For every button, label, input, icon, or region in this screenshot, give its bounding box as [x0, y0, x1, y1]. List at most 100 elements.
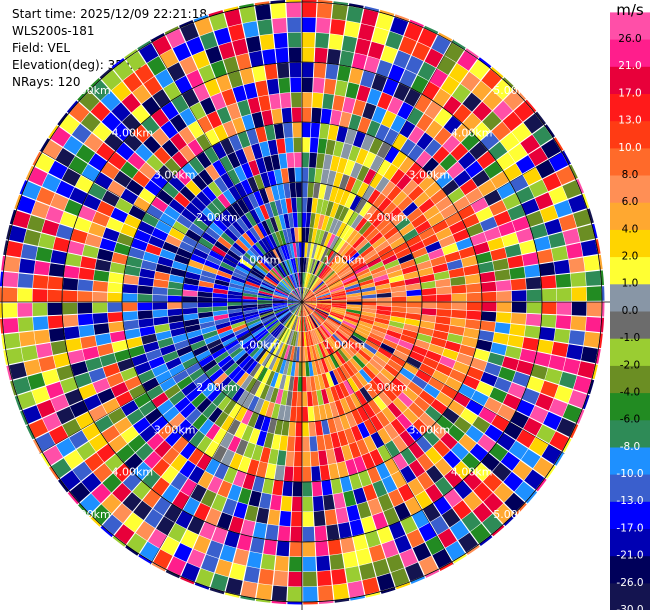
- velocity-cell: [541, 138, 561, 159]
- velocity-cell: [293, 466, 302, 482]
- velocity-cell: [146, 385, 164, 400]
- velocity-cell: [32, 274, 49, 289]
- velocity-cell: [258, 350, 270, 365]
- velocity-cell: [208, 250, 224, 262]
- velocity-cell: [133, 500, 153, 520]
- velocity-cell: [259, 311, 274, 318]
- velocity-cell: [142, 469, 161, 489]
- velocity-cell: [319, 123, 330, 139]
- velocity-cell: [212, 293, 228, 299]
- velocity-cell: [312, 312, 324, 323]
- velocity-cell: [217, 355, 233, 368]
- velocity-cell: [284, 329, 292, 344]
- velocity-cell: [415, 490, 433, 509]
- velocity-cell: [332, 368, 343, 384]
- velocity-cell: [477, 434, 496, 452]
- velocity-cell: [444, 212, 462, 227]
- velocity-cell: [310, 314, 320, 327]
- velocity-cell: [85, 357, 103, 372]
- velocity-cell: [400, 334, 416, 345]
- velocity-cell: [329, 202, 340, 218]
- velocity-cell: [583, 255, 600, 272]
- velocity-cell: [306, 242, 312, 258]
- colorbar-tick-label: 0.0: [622, 305, 639, 317]
- velocity-cell: [393, 349, 409, 362]
- velocity-cell: [502, 393, 521, 410]
- velocity-cell: [329, 235, 339, 250]
- velocity-cell: [65, 253, 82, 267]
- velocity-cell: [462, 213, 480, 229]
- velocity-cell: [507, 255, 524, 269]
- velocity-cell: [274, 555, 289, 572]
- velocity-cell: [227, 383, 241, 399]
- velocity-cell: [419, 412, 436, 429]
- velocity-cell: [246, 318, 261, 327]
- velocity-cell: [302, 302, 311, 315]
- velocity-cell: [151, 415, 169, 433]
- velocity-cell: [235, 265, 250, 275]
- velocity-cell: [357, 349, 372, 362]
- velocity-cell: [326, 355, 336, 370]
- velocity-cell: [17, 391, 36, 410]
- velocity-cell: [198, 237, 214, 250]
- velocity-cell: [164, 503, 182, 523]
- velocity-cell: [249, 322, 263, 332]
- velocity-cell: [110, 207, 128, 223]
- velocity-cell: [196, 397, 212, 414]
- velocity-cell: [42, 173, 61, 193]
- velocity-cell: [339, 190, 351, 206]
- velocity-cell: [335, 330, 349, 342]
- velocity-cell: [334, 400, 345, 416]
- velocity-cell: [210, 573, 229, 592]
- velocity-cell: [399, 430, 415, 447]
- velocity-cell: [342, 551, 358, 568]
- velocity-cell: [221, 358, 236, 372]
- velocity-cell: [102, 514, 123, 535]
- velocity-cell: [489, 200, 507, 216]
- velocity-cell: [450, 520, 470, 540]
- velocity-cell: [382, 202, 397, 217]
- velocity-cell: [328, 463, 340, 480]
- velocity-cell: [195, 242, 211, 255]
- velocity-cell: [387, 359, 403, 372]
- velocity-cell: [328, 279, 342, 289]
- velocity-cell: [157, 337, 174, 349]
- velocity-cell: [448, 325, 465, 336]
- velocity-cell: [167, 288, 183, 296]
- velocity-cell: [404, 22, 423, 42]
- velocity-cell: [376, 372, 391, 387]
- velocity-cell: [482, 513, 503, 534]
- velocity-cell: [311, 313, 322, 325]
- velocity-cell: [406, 207, 423, 223]
- velocity-cell: [327, 48, 341, 65]
- velocity-cell: [329, 553, 345, 570]
- velocity-cell: [315, 262, 325, 276]
- velocity-cell: [302, 289, 311, 302]
- velocity-cell: [371, 27, 389, 45]
- velocity-cell: [402, 329, 418, 339]
- velocity-cell: [444, 340, 461, 353]
- velocity-cell: [296, 346, 300, 362]
- velocity-cell: [524, 469, 545, 490]
- velocity-cell: [233, 502, 248, 519]
- velocity-cell: [155, 330, 172, 341]
- velocity-cell: [299, 302, 302, 317]
- velocity-cell: [375, 351, 390, 364]
- velocity-cell: [182, 307, 198, 315]
- velocity-cell: [368, 232, 383, 246]
- velocity-cell: [258, 290, 273, 296]
- velocity-cell: [308, 421, 317, 437]
- velocity-cell: [13, 376, 31, 395]
- velocity-cell: [302, 511, 314, 527]
- velocity-cell: [188, 466, 205, 484]
- velocity-cell: [169, 321, 185, 330]
- velocity-cell: [81, 472, 102, 493]
- velocity-cell: [134, 361, 152, 375]
- velocity-cell: [311, 259, 318, 274]
- velocity-cell: [370, 415, 384, 432]
- velocity-cell: [302, 421, 309, 437]
- velocity-cell: [466, 283, 482, 293]
- velocity-cell: [306, 258, 312, 273]
- velocity-cell: [535, 111, 546, 125]
- velocity-cell: [470, 357, 487, 371]
